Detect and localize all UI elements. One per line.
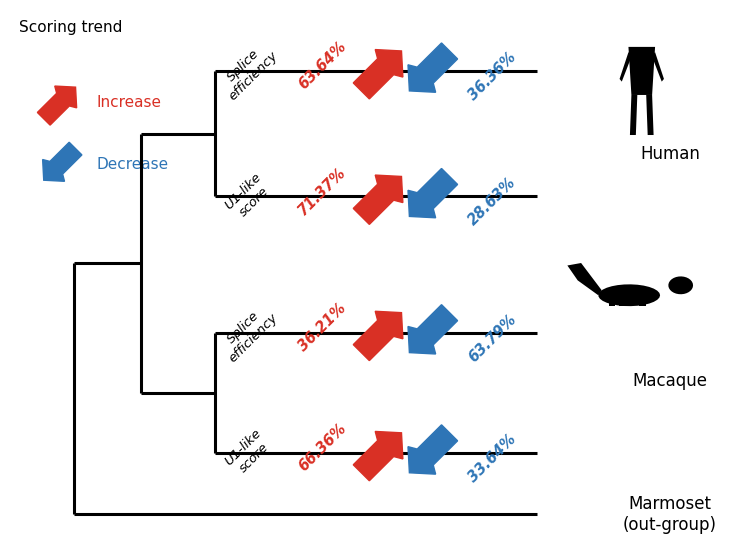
Text: U1-like
score: U1-like score: [222, 427, 275, 479]
Polygon shape: [630, 95, 637, 135]
Polygon shape: [408, 425, 458, 474]
Text: 63.79%: 63.79%: [465, 311, 519, 365]
Text: U1-like
score: U1-like score: [222, 171, 275, 223]
Polygon shape: [609, 295, 616, 306]
Text: Decrease: Decrease: [96, 157, 169, 172]
Polygon shape: [408, 168, 458, 218]
Text: 33.64%: 33.64%: [465, 431, 519, 485]
Polygon shape: [619, 295, 626, 306]
Polygon shape: [408, 43, 458, 92]
Polygon shape: [37, 86, 76, 125]
Polygon shape: [568, 263, 601, 295]
Polygon shape: [636, 56, 648, 83]
Polygon shape: [669, 276, 693, 294]
Text: Splice
efficiency: Splice efficiency: [216, 300, 280, 365]
Polygon shape: [353, 49, 403, 99]
Polygon shape: [628, 47, 655, 95]
Text: Macaque: Macaque: [632, 372, 708, 390]
Polygon shape: [646, 95, 654, 135]
Polygon shape: [640, 295, 646, 306]
Text: 36.21%: 36.21%: [295, 300, 349, 354]
Text: Marmoset
(out-group): Marmoset (out-group): [623, 495, 717, 534]
Text: Splice
efficiency: Splice efficiency: [216, 39, 280, 103]
Polygon shape: [619, 52, 632, 81]
Text: Increase: Increase: [96, 96, 162, 110]
Polygon shape: [43, 142, 82, 181]
Text: 36.36%: 36.36%: [465, 49, 519, 103]
Polygon shape: [353, 175, 403, 224]
Text: 63.64%: 63.64%: [295, 39, 349, 92]
Text: 71.37%: 71.37%: [295, 165, 349, 218]
Polygon shape: [353, 432, 403, 481]
Polygon shape: [408, 305, 458, 354]
Polygon shape: [626, 295, 633, 306]
Text: Human: Human: [640, 145, 700, 163]
Polygon shape: [353, 311, 403, 361]
Text: Scoring trend: Scoring trend: [19, 20, 123, 35]
Polygon shape: [598, 285, 660, 306]
Text: 66.36%: 66.36%: [295, 421, 349, 474]
Text: 28.63%: 28.63%: [465, 175, 519, 229]
Polygon shape: [652, 52, 664, 81]
